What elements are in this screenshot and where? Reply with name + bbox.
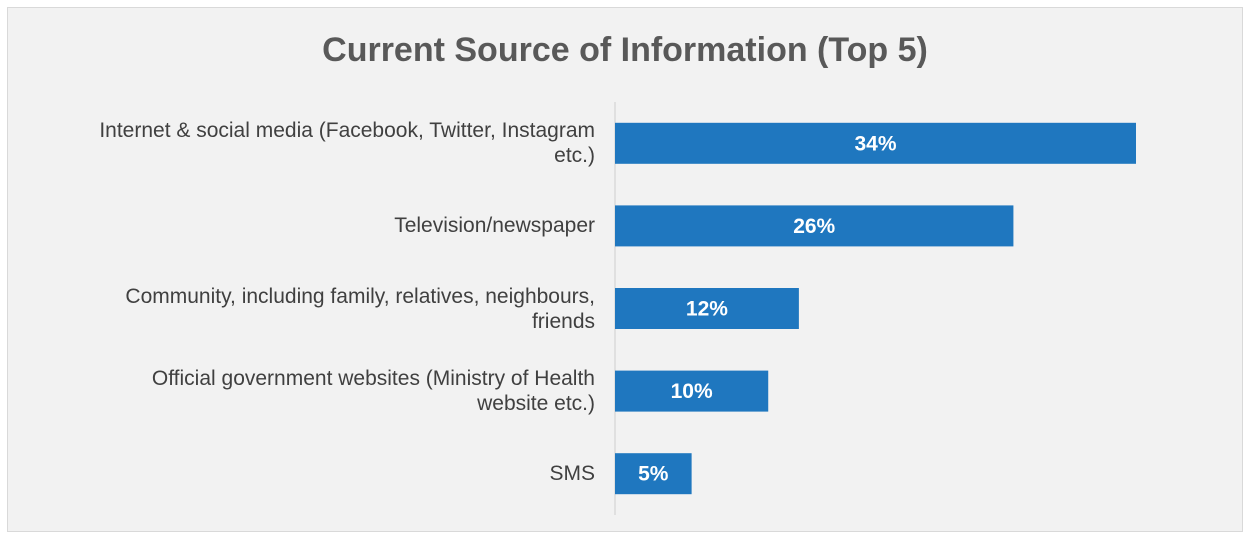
chart-title: Current Source of Information (Top 5) bbox=[322, 31, 928, 69]
category-label-5: SMS bbox=[20, 461, 595, 486]
category-label-line: Community, including family, relatives, … bbox=[125, 284, 595, 308]
bar-value-label-2: 26% bbox=[793, 215, 835, 238]
bar-value-label-3: 12% bbox=[686, 298, 728, 321]
chart-frame bbox=[7, 7, 1243, 532]
bar-value-label-4: 10% bbox=[671, 380, 713, 403]
category-label-line: Internet & social media (Facebook, Twitt… bbox=[99, 119, 595, 143]
category-label-line: SMS bbox=[549, 462, 595, 486]
category-label-line: Official government websites (Ministry o… bbox=[151, 367, 595, 391]
bar-1 bbox=[615, 122, 1136, 164]
category-label-4: Official government websites (Ministry o… bbox=[20, 366, 595, 416]
bar-2 bbox=[615, 205, 1014, 247]
bar-5 bbox=[615, 453, 692, 495]
category-label-3: Community, including family, relatives, … bbox=[20, 284, 595, 334]
category-label-line: website etc.) bbox=[477, 392, 595, 416]
category-label-2: Television/newspaper bbox=[20, 213, 595, 238]
category-label-1: Internet & social media (Facebook, Twitt… bbox=[20, 118, 595, 168]
bar-3 bbox=[615, 288, 799, 329]
bar-value-label-1: 34% bbox=[854, 132, 896, 155]
category-label-line: Television/newspaper bbox=[394, 214, 595, 238]
bar-4 bbox=[615, 370, 769, 412]
bar-value-label-5: 5% bbox=[638, 463, 669, 486]
category-label-line: friends bbox=[531, 309, 595, 333]
category-label-line: etc.) bbox=[554, 144, 595, 168]
